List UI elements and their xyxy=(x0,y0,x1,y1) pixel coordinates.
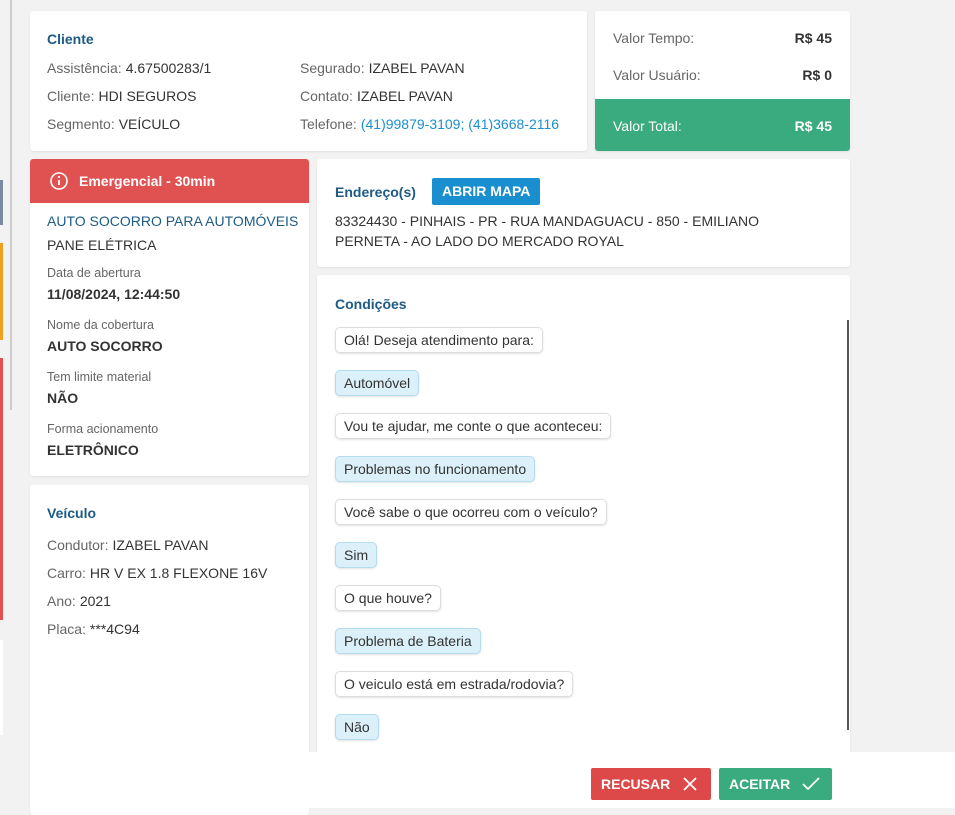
field-label: Telefone: xyxy=(300,116,357,132)
accept-label: ACEITAR xyxy=(729,776,791,792)
vehicle-field: Ano: 2021 xyxy=(47,593,111,609)
field-label: Cliente: xyxy=(47,88,95,104)
value-label: Valor Total: xyxy=(613,118,682,134)
value-amount: R$ 45 xyxy=(794,118,832,134)
value-label: Valor Usuário: xyxy=(613,67,701,83)
field-label: Carro: xyxy=(47,565,86,581)
vehicle-title: Veículo xyxy=(47,505,97,521)
service-field-value: AUTO SOCORRO xyxy=(47,338,163,354)
client-field: Assistência: 4.67500283/1 xyxy=(47,60,211,76)
client-field: Segmento: VEÍCULO xyxy=(47,116,180,132)
x-icon xyxy=(683,777,697,791)
conditions-title: Condições xyxy=(335,296,407,312)
field-value: IZABEL PAVAN xyxy=(112,537,209,553)
field-value: HDI SEGUROS xyxy=(98,88,197,104)
field-value: IZABEL PAVAN xyxy=(368,60,465,76)
field-label: Ano: xyxy=(47,593,76,609)
emergency-badge: Emergencial - 30min xyxy=(79,173,216,189)
question-bubble: O veiculo está em estrada/rodovia? xyxy=(335,671,574,697)
reject-button[interactable]: RECUSAR xyxy=(591,768,711,800)
sidebar-line xyxy=(10,0,12,410)
address-title: Endereço(s) xyxy=(335,184,416,200)
value-label: Valor Tempo: xyxy=(613,30,695,46)
conditions-card: Condições Olá! Deseja atendimento para: A… xyxy=(317,275,850,765)
side-tab xyxy=(0,640,3,735)
field-value: 4.67500283/1 xyxy=(125,60,212,76)
service-field-value: NÃO xyxy=(47,390,79,406)
field-label: Placa: xyxy=(47,621,86,637)
footer: RECUSAR ACEITAR xyxy=(30,752,955,808)
answer-bubble: Automóvel xyxy=(335,370,420,396)
side-tab xyxy=(0,180,3,225)
field-label: Condutor: xyxy=(47,537,109,553)
field-value: (41)99879-3109; (41)3668-2116 xyxy=(360,116,560,132)
client-card: Cliente Assistência: 4.67500283/1 Cliente:… xyxy=(30,11,587,151)
client-field: Contato: IZABEL PAVAN xyxy=(300,88,453,104)
field-value: 2021 xyxy=(79,593,111,609)
field-label: Contato: xyxy=(300,88,353,104)
info-icon xyxy=(50,172,68,190)
answer-bubble: Problema de Bateria xyxy=(335,628,481,654)
service-field-value: ELETRÔNICO xyxy=(47,442,139,458)
reject-label: RECUSAR xyxy=(601,776,671,792)
service-field-label: Tem limite material xyxy=(47,370,152,384)
service-problem: PANE ELÉTRICA xyxy=(47,237,157,253)
question-bubble: O que houve? xyxy=(335,585,441,611)
service-field-label: Nome da cobertura xyxy=(47,318,155,332)
side-tab xyxy=(0,358,3,620)
answer-bubble: Sim xyxy=(335,542,378,568)
emergency-header: Emergencial - 30min xyxy=(30,159,309,203)
field-value: ***4C94 xyxy=(89,621,140,637)
question-bubble: Vou te ajudar, me conte o que aconteceu: xyxy=(335,413,612,439)
check-icon xyxy=(802,777,820,791)
field-value: VEÍCULO xyxy=(118,116,181,132)
field-value: IZABEL PAVAN xyxy=(356,88,453,104)
total-band xyxy=(595,99,850,151)
vehicle-field: Carro: HR V EX 1.8 FLEXONE 16V xyxy=(47,565,267,581)
accept-button[interactable]: ACEITAR xyxy=(719,768,832,800)
scrollbar[interactable] xyxy=(847,320,849,730)
service-name: AUTO SOCORRO PARA AUTOMÓVEIS xyxy=(47,213,299,229)
service-field-value: 11/08/2024, 12:44:50 xyxy=(47,286,181,302)
side-tab xyxy=(0,243,3,340)
question-bubble: Você sabe o que ocorreu com o veículo? xyxy=(335,499,607,525)
service-field-label: Data de abertura xyxy=(47,266,141,280)
answer-bubble: Problemas no funcionamento xyxy=(335,456,536,482)
client-field: Segurado: IZABEL PAVAN xyxy=(300,60,465,76)
address-text: 83324430 - PINHAIS - PR - RUA MANDAGUACU… xyxy=(335,213,760,249)
field-label: Assistência: xyxy=(47,60,122,76)
client-field: Cliente: HDI SEGUROS xyxy=(47,88,196,104)
value-amount: R$ 0 xyxy=(802,67,832,83)
vehicle-field: Placa: ***4C94 xyxy=(47,621,140,637)
client-field: Telefone: (41)99879-3109; (41)3668-2116 xyxy=(300,116,559,132)
service-field-label: Forma acionamento xyxy=(47,422,159,436)
address-card: Endereço(s) ABRIR MAPA 83324430 - PINHAI… xyxy=(317,159,850,267)
field-label: Segmento: xyxy=(47,116,115,132)
service-card: Emergencial - 30min AUTO SOCORRO PARA AU… xyxy=(30,159,309,476)
question-bubble: Olá! Deseja atendimento para: xyxy=(335,327,543,353)
field-label: Segurado: xyxy=(300,60,365,76)
value-amount: R$ 45 xyxy=(794,30,832,46)
client-title: Cliente xyxy=(47,31,94,47)
vehicle-field: Condutor: IZABEL PAVAN xyxy=(47,537,208,553)
field-value: HR V EX 1.8 FLEXONE 16V xyxy=(89,565,268,581)
values-card: Valor Tempo: R$ 45 Valor Usuário: R$ 0 Valor… xyxy=(595,11,850,151)
open-map-button[interactable]: ABRIR MAPA xyxy=(432,178,541,205)
answer-bubble: Não xyxy=(335,714,379,740)
